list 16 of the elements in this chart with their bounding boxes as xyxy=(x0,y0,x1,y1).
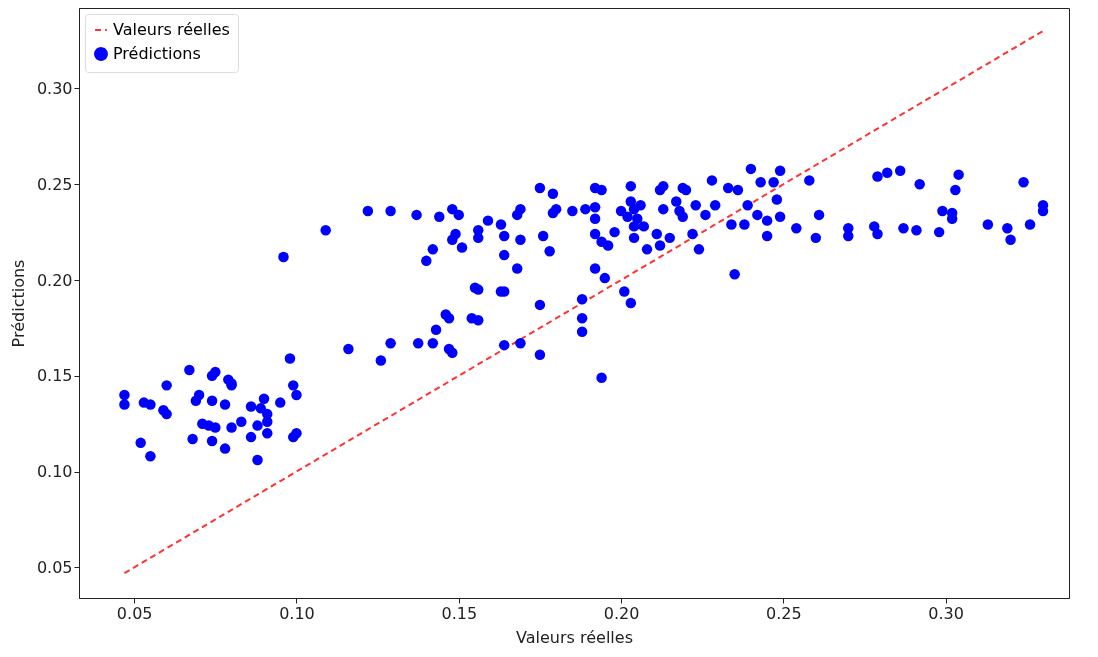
y-tick-label: 0.15 xyxy=(36,366,73,386)
y-axis-title: Prédictions xyxy=(8,259,28,348)
x-tick-label: 0.25 xyxy=(766,603,802,623)
x-tick-label: 0.10 xyxy=(279,603,315,623)
y-tick-label: 0.10 xyxy=(36,462,73,482)
x-tick-label: 0.20 xyxy=(603,603,640,623)
legend-label: Prédictions xyxy=(113,44,201,63)
y-tick-label: 0.25 xyxy=(36,174,73,194)
y-tick-label: 0.30 xyxy=(36,78,73,98)
x-axis-title: Valeurs réelles xyxy=(516,627,633,647)
y-tick-label: 0.05 xyxy=(36,557,73,577)
x-tick-label: 0.30 xyxy=(928,603,964,623)
y-tick-label: 0.20 xyxy=(36,270,73,290)
x-tick-label: 0.15 xyxy=(441,603,478,623)
x-tick-label: 0.05 xyxy=(116,603,153,623)
legend-label: Valeurs réelles xyxy=(113,20,230,39)
